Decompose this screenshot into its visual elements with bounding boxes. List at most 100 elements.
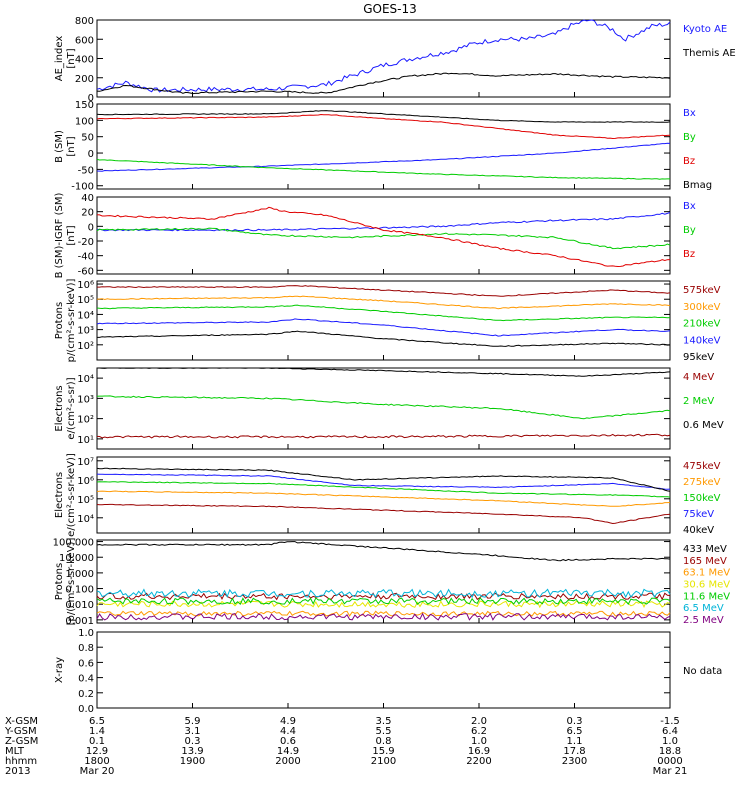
y-axis-unit: p/(cm²-s-sr-keV)] bbox=[66, 279, 77, 363]
y-tick-label: 10⁶ bbox=[77, 280, 94, 291]
y-tick-label: -100 bbox=[71, 182, 94, 193]
panel-bsm: -100 -50 0 50 100 150 B (SM) [nT] Bx By Bz Bmag bbox=[54, 100, 712, 193]
y-tick-label: 0.0 bbox=[78, 704, 94, 715]
y-tick-label: 10³ bbox=[77, 326, 94, 337]
y-tick-label: 150 bbox=[75, 100, 94, 111]
legend-entry: 2.5 MeV bbox=[683, 615, 724, 626]
series-line-2-mev bbox=[96, 395, 671, 420]
y-tick-label: -50 bbox=[78, 165, 94, 176]
legend-entry: 275keV bbox=[683, 477, 721, 488]
y-axis-label: Protons bbox=[54, 302, 65, 339]
legend-entry: 150keV bbox=[683, 493, 721, 504]
y-tick-label: 10⁴ bbox=[77, 310, 94, 321]
series-line-by bbox=[96, 158, 670, 180]
legend-entry: Bz bbox=[683, 249, 695, 260]
series-line-bz bbox=[96, 113, 671, 140]
y-tick-label: 10.000 bbox=[59, 553, 94, 564]
x-tick-value: 1900 bbox=[180, 756, 205, 767]
legend-entry: 210keV bbox=[683, 319, 721, 330]
legend-entry: 6.5 MeV bbox=[683, 603, 724, 614]
x-tick-value: 6.5 bbox=[567, 726, 583, 737]
y-tick-label: 1.0 bbox=[78, 628, 94, 639]
y-tick-label: 100.000 bbox=[53, 538, 94, 549]
legend-entry: 140keV bbox=[683, 335, 721, 346]
x-row-label: Z-GSM bbox=[5, 736, 38, 747]
legend-entry: 4 MeV bbox=[683, 372, 714, 383]
y-tick-label: 0.8 bbox=[78, 643, 94, 654]
y-tick-label: 20 bbox=[81, 208, 94, 219]
y-tick-label: 0.100 bbox=[65, 585, 94, 596]
series-line-75kev bbox=[96, 473, 671, 490]
legend-entry: 475keV bbox=[683, 461, 721, 472]
panel-electrons_kev: 10⁴ 10⁵ 10⁶ 10⁷ Electrons e/(cm²-s-sr-keV)] 47… bbox=[54, 453, 721, 537]
y-axis-label: Protons bbox=[54, 563, 65, 600]
y-axis-unit: e/(cm²-s-sr)] bbox=[66, 377, 77, 439]
series-line-bmag bbox=[96, 110, 671, 123]
series-line-30.6-mev bbox=[96, 600, 671, 609]
y-axis-label: B (SM) bbox=[54, 130, 65, 163]
y-tick-label: 0.001 bbox=[65, 616, 94, 627]
series-line-475kev bbox=[96, 503, 671, 525]
x-tick-value: 12.9 bbox=[86, 746, 108, 757]
panel-xray: 0.0 0.2 0.4 0.6 0.8 1.0 X-ray No data bbox=[54, 628, 722, 715]
x-tick-value: -1.5 bbox=[660, 716, 680, 727]
x-tick-value: 18.8 bbox=[659, 746, 681, 757]
y-tick-label: -20 bbox=[78, 237, 94, 248]
x-tick-value: 3.5 bbox=[376, 716, 392, 727]
y-tick-label: 600 bbox=[75, 35, 94, 46]
y-tick-label: 100 bbox=[75, 116, 94, 127]
y-tick-label: 10² bbox=[77, 415, 94, 426]
x-tick-value: 17.8 bbox=[563, 746, 585, 757]
x-tick-value: 1800 bbox=[84, 756, 109, 767]
legend-entry: By bbox=[683, 225, 696, 236]
series-line-11.6-mev bbox=[96, 597, 671, 606]
x-tick-value: 0.1 bbox=[89, 736, 105, 747]
series-line-140kev bbox=[96, 318, 671, 337]
series-line-bz bbox=[96, 206, 671, 268]
panel-frame bbox=[96, 539, 671, 624]
series-line-95kev bbox=[97, 330, 671, 347]
x-tick-value: 4.4 bbox=[280, 726, 296, 737]
y-tick-label: 10⁴ bbox=[77, 514, 94, 525]
x-tick-value: 0.8 bbox=[376, 736, 392, 747]
legend-entry: 11.6 MeV bbox=[683, 591, 730, 602]
y-axis-unit: [nT] bbox=[66, 48, 77, 68]
x-tick-value: 6.5 bbox=[89, 716, 105, 727]
x-tick-value: 0.6 bbox=[280, 736, 296, 747]
panel-protons_mev: 0.001 0.010 0.100 1.000 10.000 100.000 Protons… bbox=[53, 538, 731, 627]
y-tick-label: 10⁵ bbox=[77, 295, 94, 306]
no-data-note: No data bbox=[683, 666, 722, 677]
x-tick-value: 1.0 bbox=[662, 736, 678, 747]
y-tick-label: -60 bbox=[78, 266, 94, 277]
x-tick-value: 3.1 bbox=[185, 726, 201, 737]
panel-frame bbox=[96, 280, 671, 361]
x-tick-value: 4.9 bbox=[280, 716, 296, 727]
y-tick-label: 0.010 bbox=[65, 600, 94, 611]
legend-entry: 300keV bbox=[683, 302, 721, 313]
series-line-63.1-mev bbox=[96, 610, 671, 617]
legend-entry: Kyoto AE bbox=[683, 24, 727, 35]
x-tick-value: 0.3 bbox=[185, 736, 201, 747]
y-tick-label: 10⁴ bbox=[77, 374, 94, 385]
x-tick-value: 15.9 bbox=[372, 746, 394, 757]
y-axis-label: AE_index bbox=[54, 36, 65, 82]
legend-entry: Bz bbox=[683, 156, 695, 167]
x-tick-value: 5.9 bbox=[185, 716, 201, 727]
panel-electrons_mev: 10¹ 10² 10³ 10⁴ Electrons e/(cm²-s-sr)] 4 MeV 2… bbox=[54, 367, 724, 450]
y-tick-label: 10⁶ bbox=[77, 476, 94, 487]
series-line-2.5-mev bbox=[96, 612, 671, 621]
legend-entry: 30.6 MeV bbox=[683, 580, 730, 591]
y-axis-label: Electrons bbox=[54, 472, 65, 518]
y-tick-label: 400 bbox=[75, 55, 94, 66]
y-tick-label: 0.4 bbox=[78, 674, 94, 685]
legend-entry: Themis AE bbox=[682, 48, 736, 59]
legend-entry: 165 MeV bbox=[683, 556, 727, 567]
series-line-kyoto-ae bbox=[96, 19, 671, 93]
x-tick-value: Mar 21 bbox=[653, 766, 688, 777]
y-axis-unit: [nT] bbox=[66, 225, 77, 245]
series-line-by bbox=[96, 227, 671, 250]
y-axis-unit: e/(cm²-s-sr-keV)] bbox=[66, 453, 77, 537]
series-line-300kev bbox=[96, 295, 671, 310]
